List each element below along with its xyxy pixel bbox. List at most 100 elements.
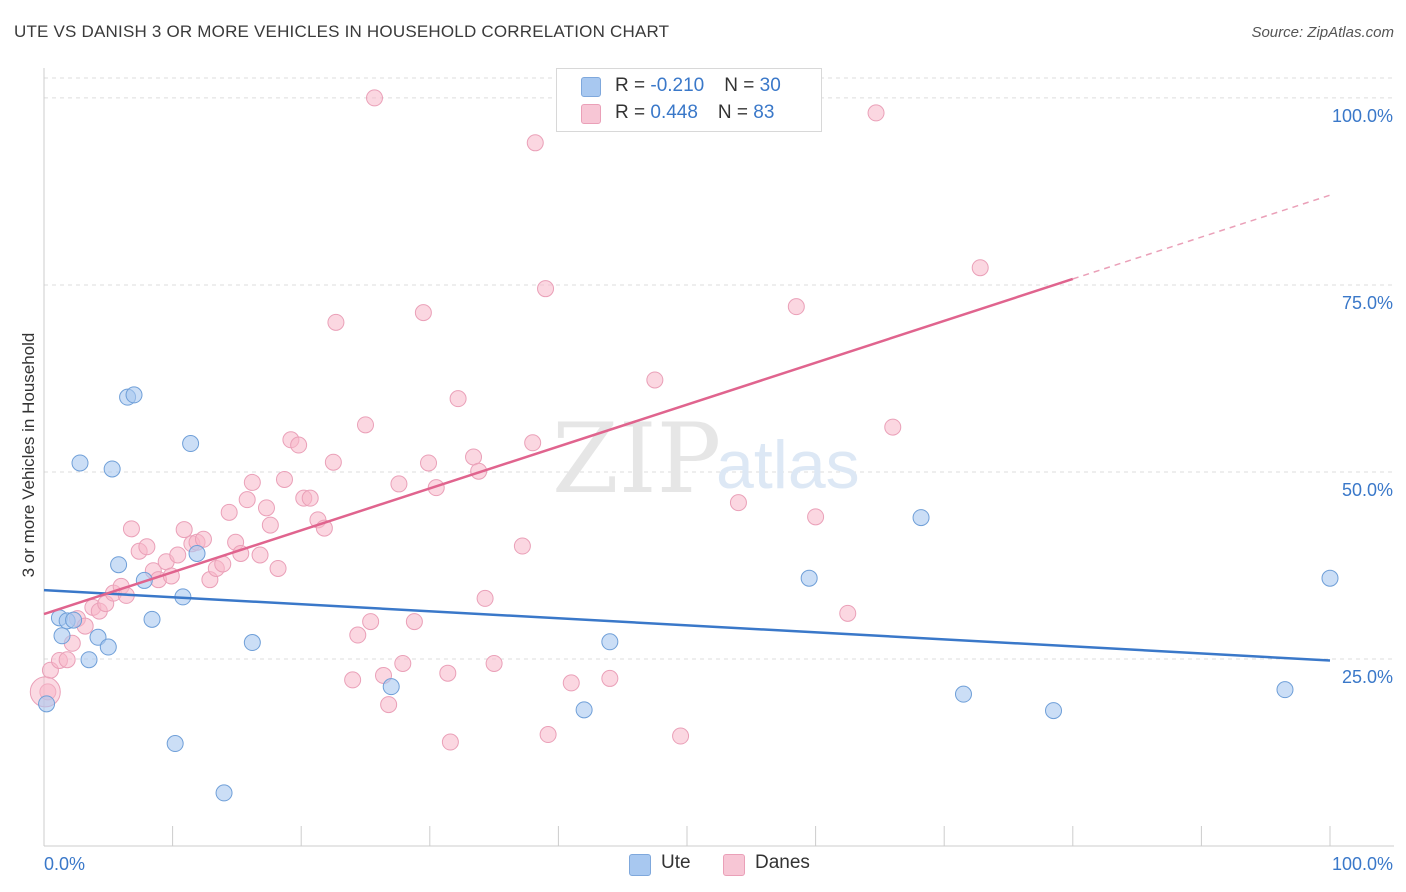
r-label: R =	[615, 102, 651, 123]
danes-point	[269, 559, 287, 577]
danes-point	[414, 304, 432, 322]
danes-point	[194, 530, 212, 548]
danes-point	[169, 546, 187, 564]
danes-point	[807, 508, 825, 526]
n-value-ute: 30	[759, 75, 781, 96]
danes-point	[327, 313, 345, 331]
ute-point	[110, 556, 128, 574]
ute-point	[38, 695, 56, 713]
ute-point	[99, 638, 117, 656]
danes-point	[344, 671, 362, 689]
danes-point	[476, 589, 494, 607]
danes-point	[646, 371, 664, 389]
danes-point	[839, 604, 857, 622]
danes-point	[513, 537, 531, 555]
y-tick-label: 75.0%	[1342, 293, 1393, 313]
ute-point	[215, 784, 233, 802]
danes-point	[867, 104, 885, 122]
danes-point	[275, 470, 293, 488]
bottom-swatch-danes	[723, 854, 745, 876]
danes-point	[380, 696, 398, 714]
y-tick-label: 100.0%	[1332, 106, 1393, 126]
x-tick-labels: 0.0% 100.0%	[43, 826, 1393, 874]
ute-point	[103, 460, 121, 478]
grid-lines	[44, 77, 1394, 660]
ute-points	[38, 386, 1339, 802]
ute-point	[53, 627, 71, 645]
legend-stats-ute: R = -0.210 N = 30	[615, 75, 781, 97]
ute-point	[80, 651, 98, 669]
danes-point	[290, 436, 308, 454]
danes-point	[261, 516, 279, 534]
ute-point	[954, 685, 972, 703]
r-value-danes: 0.448	[650, 102, 698, 123]
danes-point	[251, 546, 269, 564]
ute-point	[65, 611, 83, 629]
n-value-danes: 83	[753, 102, 775, 123]
watermark-atlas: atlas	[716, 427, 860, 503]
danes-point	[441, 733, 459, 751]
danes-point	[971, 259, 989, 277]
ute-point	[243, 634, 261, 652]
bottom-legend-danes-label: Danes	[755, 852, 810, 873]
ute-point	[1276, 681, 1294, 699]
y-tick-label: 50.0%	[1342, 480, 1393, 500]
danes-point	[349, 626, 367, 644]
ute-point	[382, 678, 400, 696]
ute-point	[182, 435, 200, 453]
ute-point	[188, 545, 206, 563]
danes-point	[672, 727, 690, 745]
ute-point	[1045, 702, 1063, 720]
danes-point	[138, 538, 156, 556]
danes-point	[394, 654, 412, 672]
ute-point	[1321, 569, 1339, 587]
r-value-ute: -0.210	[650, 75, 705, 96]
legend-stats-danes: R = 0.448 N = 83	[615, 102, 774, 124]
danes-point	[220, 503, 238, 521]
danes-point	[238, 491, 256, 509]
danes-point	[787, 298, 805, 316]
source-credit: Source: ZipAtlas.com	[1251, 24, 1394, 41]
danes-trend-line	[43, 277, 1074, 616]
x-tick-label: 100.0%	[1332, 854, 1393, 874]
danes-point	[729, 494, 747, 512]
r-label: R =	[615, 75, 651, 96]
danes-point	[324, 453, 342, 471]
danes-point	[539, 726, 557, 744]
danes-point	[884, 418, 902, 436]
ute-point	[89, 628, 107, 646]
ute-point	[601, 633, 619, 651]
danes-point	[58, 651, 76, 669]
danes-point	[601, 669, 619, 687]
chart-title: UTE VS DANISH 3 OR MORE VEHICLES IN HOUS…	[14, 22, 670, 41]
ute-point	[800, 569, 818, 587]
danes-point	[390, 475, 408, 493]
danes-point	[439, 664, 457, 682]
danes-point	[465, 448, 483, 466]
danes-point	[122, 520, 140, 538]
x-tick-label: 0.0%	[44, 854, 85, 874]
danes-point	[420, 454, 438, 472]
danes-point	[357, 416, 374, 434]
ute-point	[912, 509, 930, 527]
zipatlas-watermark: ZIP atlas	[552, 403, 860, 515]
danes-point	[562, 674, 580, 692]
ute-point	[575, 701, 593, 719]
danes-points	[29, 89, 989, 751]
danes-point	[485, 654, 503, 672]
danes-point	[243, 473, 261, 491]
ute-trend-line	[43, 588, 1331, 662]
trend-lines	[43, 194, 1331, 662]
danes-point	[524, 434, 542, 452]
legend-swatch-danes	[581, 104, 601, 124]
ute-point	[143, 610, 161, 628]
legend-swatch-ute	[581, 77, 601, 97]
n-label: N =	[717, 102, 754, 123]
danes-point	[175, 521, 193, 539]
y-axis-label: 3 or more Vehicles in Household	[19, 333, 38, 578]
danes-point	[257, 499, 275, 517]
bottom-swatch-ute	[629, 854, 651, 876]
danes-point	[366, 89, 384, 107]
danes-point	[362, 613, 380, 631]
